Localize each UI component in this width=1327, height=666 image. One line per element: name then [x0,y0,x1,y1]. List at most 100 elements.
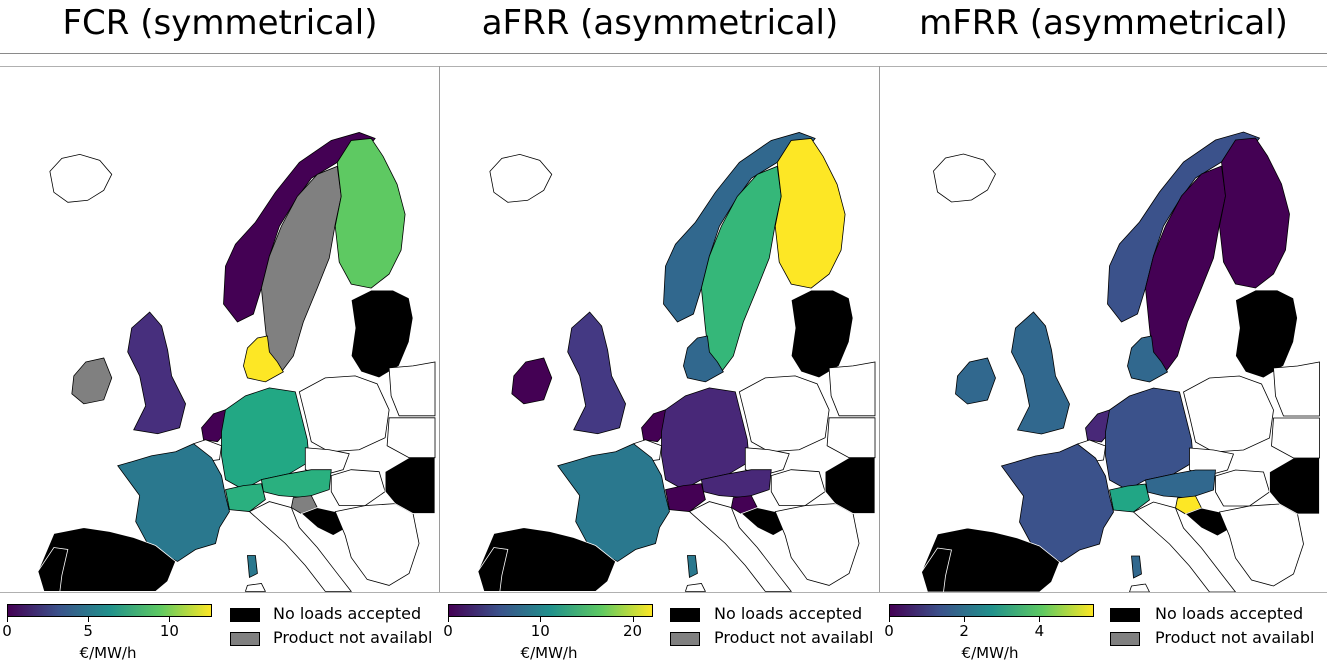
country-austria [700,469,772,499]
country-denmark [683,335,724,383]
legend-swatch-not-available-fcr [230,632,260,646]
colorbar-tick [540,616,542,622]
panel-title-mfrr: mFRR (asymmetrical) [919,3,1288,43]
colorbar-unit-mfrr: €/MW/h [961,644,1019,662]
country-france [117,443,230,562]
country-baltics [1235,289,1298,379]
colorbar-tick [169,616,171,622]
country-finland [774,138,846,289]
country-poland [298,375,390,453]
colorbar-afrr [448,604,653,617]
colorbar-tick-label: 20 [622,622,643,640]
country-hungary [1215,469,1270,507]
country-uk [567,311,627,435]
colorbar-tick-label: 5 [83,622,93,640]
legend-label-not-available-mfrr: Product not availabl [1155,628,1315,647]
country-iceland [49,153,113,203]
country-italy [688,501,793,592]
country-switzerland [1109,483,1150,513]
map-afrr [440,66,879,592]
country-ukraine [1271,417,1320,459]
legend-label-not-available-afrr: Product not availabl [714,628,874,647]
country-switzerland [225,483,266,512]
legend-swatch-not-available-mfrr [1110,632,1140,646]
country-balkans [774,503,860,586]
country-balkans [1218,503,1304,587]
map-mfrr [880,66,1327,592]
country-portugal [37,547,69,592]
legend-label-not-available-fcr: Product not availabl [273,628,433,647]
country-poland [738,375,830,453]
country-sardinia [1129,583,1150,592]
country-germany [1105,387,1194,491]
colorbar-tick [1039,616,1041,622]
country-czech [744,447,790,477]
country-denmark [243,335,284,383]
country-ireland [511,357,553,405]
colorbar-unit-fcr: €/MW/h [79,644,137,662]
country-hungary [770,469,826,506]
country-uk [1011,311,1070,435]
colorbar-tick [88,616,90,622]
panel-divider-2 [879,66,880,592]
europe-map-mfrr [921,131,1320,592]
europe-map-fcr [37,132,436,592]
colorbar-tick [964,616,966,622]
legend-label-no-loads-afrr: No loads accepted [714,604,863,623]
country-hungary [330,469,386,506]
country-ireland [71,357,113,405]
colorbar-tick [632,616,634,622]
colorbar-fcr [7,604,212,617]
country-denmark [1127,335,1169,383]
country-austria [260,469,332,499]
country-uk [127,311,187,435]
legend-swatch-not-available-afrr [670,632,700,646]
europe-map-afrr [477,132,876,592]
country-baltics [790,289,854,379]
header-divider [0,53,1327,54]
country-finland [1219,137,1290,289]
country-sardinia [684,582,707,592]
country-germany [221,387,310,491]
country-balkans [334,503,420,586]
country-italy [1132,501,1237,592]
colorbar-tick-label: 10 [159,622,179,640]
country-italy [248,501,353,592]
colorbar-tick-label: 2 [959,622,969,640]
legend-label-no-loads-fcr: No loads accepted [273,604,422,623]
map-top-border [0,66,1327,67]
colorbar-tick [7,616,8,622]
country-austria [1145,469,1216,499]
country-portugal [477,547,509,592]
country-baltics [350,289,414,379]
country-belarus [1273,361,1320,417]
map-fcr [0,66,439,592]
legend-swatch-no-loads-mfrr [1110,608,1140,622]
country-germany [661,387,750,491]
colorbar-tick [448,616,449,622]
colorbar-tick-label: 0 [443,622,453,640]
country-france [1000,443,1114,563]
colorbar-tick [889,616,890,622]
country-corsica [246,555,258,579]
country-corsica [1131,555,1142,579]
country-ukraine [386,417,436,459]
country-portugal [921,547,952,592]
country-ireland [955,357,996,405]
colorbar-tick-label: 4 [1034,622,1045,640]
country-belarus [388,361,436,417]
panel-title-fcr: FCR (symmetrical) [62,3,378,43]
colorbar-mfrr [889,604,1094,617]
legend-swatch-no-loads-afrr [670,608,700,622]
country-poland [1183,375,1274,453]
legend-swatch-no-loads-fcr [230,608,260,622]
legend-label-no-loads-mfrr: No loads accepted [1155,604,1304,623]
country-corsica [686,555,698,579]
panel-divider-1 [439,66,440,592]
country-czech [304,447,350,477]
colorbar-tick-label: 0 [884,622,894,640]
country-belarus [828,361,876,417]
map-bottom-border [0,592,1327,593]
country-ukraine [826,417,876,459]
country-sardinia [244,582,267,592]
